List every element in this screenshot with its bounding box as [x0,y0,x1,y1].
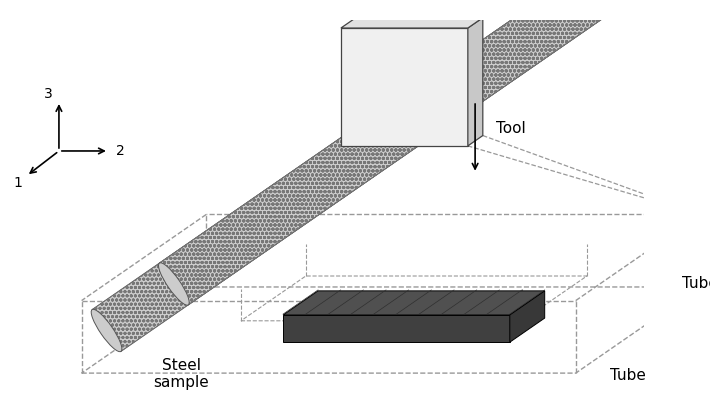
Polygon shape [92,0,615,352]
Ellipse shape [158,263,189,305]
Polygon shape [160,0,682,305]
Text: 3: 3 [44,87,53,101]
Text: 1: 1 [13,176,22,190]
Polygon shape [341,28,468,146]
Text: 2: 2 [116,144,125,158]
Text: Steel: Steel [162,358,201,373]
Polygon shape [510,291,545,342]
Polygon shape [341,18,483,28]
Polygon shape [468,18,483,146]
Text: Tool: Tool [496,121,526,136]
Ellipse shape [585,0,616,10]
Text: Tube: Tube [682,276,710,291]
Text: Tube: Tube [610,368,645,383]
Text: sample: sample [153,375,209,390]
Polygon shape [283,315,510,342]
Polygon shape [283,291,545,315]
Ellipse shape [91,309,122,352]
